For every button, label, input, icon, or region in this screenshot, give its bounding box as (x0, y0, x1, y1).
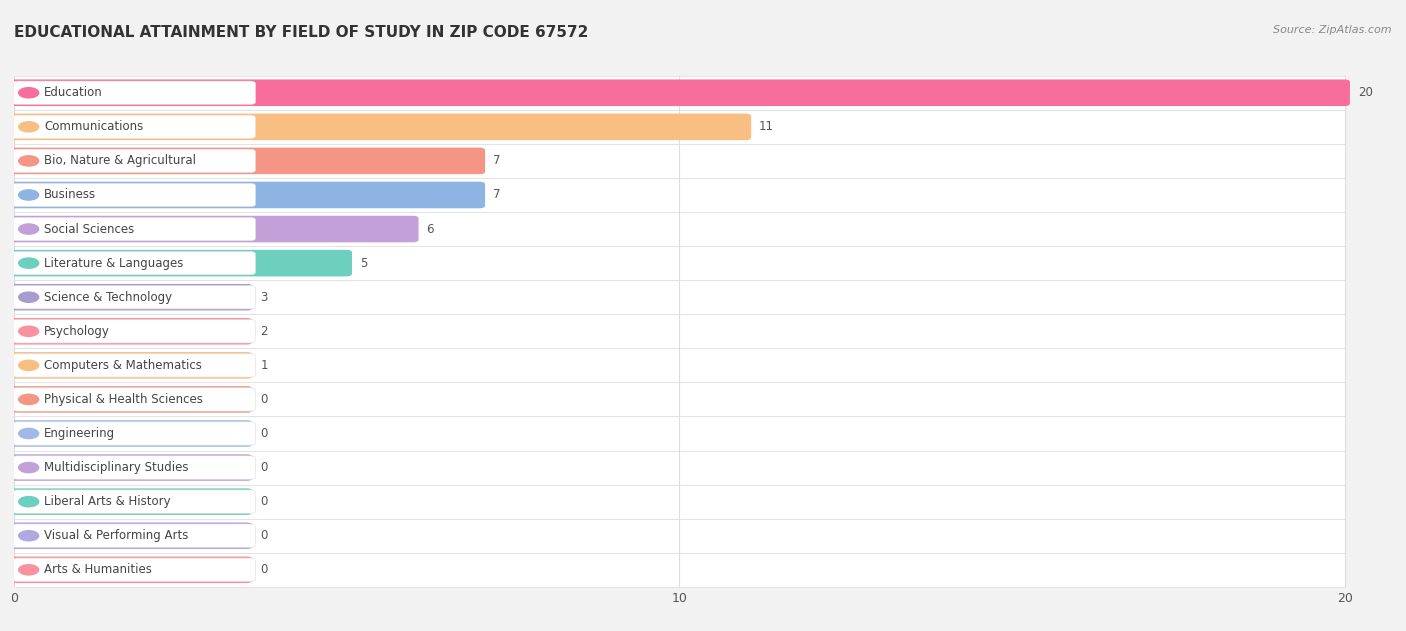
FancyBboxPatch shape (14, 348, 1344, 382)
Text: Multidisciplinary Studies: Multidisciplinary Studies (44, 461, 188, 474)
Text: 7: 7 (494, 155, 501, 167)
FancyBboxPatch shape (8, 454, 252, 481)
FancyBboxPatch shape (13, 115, 256, 139)
FancyBboxPatch shape (14, 280, 1344, 314)
Text: 0: 0 (260, 393, 267, 406)
FancyBboxPatch shape (8, 148, 485, 174)
Text: Education: Education (44, 86, 103, 99)
FancyBboxPatch shape (13, 251, 256, 275)
FancyBboxPatch shape (14, 485, 1344, 519)
Text: 3: 3 (260, 291, 267, 304)
FancyBboxPatch shape (14, 382, 1344, 416)
Text: Visual & Performing Arts: Visual & Performing Arts (44, 529, 188, 542)
Circle shape (18, 360, 39, 370)
Text: 7: 7 (494, 189, 501, 201)
Text: Source: ZipAtlas.com: Source: ZipAtlas.com (1274, 25, 1392, 35)
Circle shape (18, 122, 39, 132)
Text: Literature & Languages: Literature & Languages (44, 257, 183, 269)
Text: Physical & Health Sciences: Physical & Health Sciences (44, 393, 202, 406)
FancyBboxPatch shape (14, 314, 1344, 348)
Text: 0: 0 (260, 495, 267, 508)
FancyBboxPatch shape (13, 490, 256, 514)
Text: 6: 6 (426, 223, 434, 235)
Circle shape (18, 156, 39, 166)
FancyBboxPatch shape (13, 387, 256, 411)
Text: 0: 0 (260, 529, 267, 542)
FancyBboxPatch shape (8, 216, 419, 242)
Text: 5: 5 (360, 257, 367, 269)
FancyBboxPatch shape (8, 182, 485, 208)
FancyBboxPatch shape (8, 420, 252, 447)
Text: Liberal Arts & History: Liberal Arts & History (44, 495, 170, 508)
FancyBboxPatch shape (8, 114, 751, 140)
FancyBboxPatch shape (13, 558, 256, 582)
Circle shape (18, 224, 39, 234)
Text: Arts & Humanities: Arts & Humanities (44, 563, 152, 576)
FancyBboxPatch shape (14, 76, 1344, 110)
FancyBboxPatch shape (13, 217, 256, 241)
FancyBboxPatch shape (13, 81, 256, 105)
Text: Business: Business (44, 189, 96, 201)
Text: Bio, Nature & Agricultural: Bio, Nature & Agricultural (44, 155, 195, 167)
Circle shape (18, 531, 39, 541)
Circle shape (18, 497, 39, 507)
Text: Science & Technology: Science & Technology (44, 291, 172, 304)
FancyBboxPatch shape (14, 110, 1344, 144)
FancyBboxPatch shape (14, 416, 1344, 451)
FancyBboxPatch shape (13, 285, 256, 309)
Circle shape (18, 428, 39, 439)
Text: 0: 0 (260, 461, 267, 474)
FancyBboxPatch shape (13, 422, 256, 445)
Circle shape (18, 463, 39, 473)
Circle shape (18, 394, 39, 404)
FancyBboxPatch shape (13, 319, 256, 343)
Text: 0: 0 (260, 427, 267, 440)
FancyBboxPatch shape (14, 246, 1344, 280)
FancyBboxPatch shape (14, 178, 1344, 212)
FancyBboxPatch shape (14, 451, 1344, 485)
Circle shape (18, 190, 39, 200)
Text: 11: 11 (759, 121, 775, 133)
FancyBboxPatch shape (8, 284, 252, 310)
FancyBboxPatch shape (8, 488, 252, 515)
FancyBboxPatch shape (14, 553, 1344, 587)
Text: Social Sciences: Social Sciences (44, 223, 134, 235)
Circle shape (18, 258, 39, 268)
FancyBboxPatch shape (8, 250, 351, 276)
FancyBboxPatch shape (13, 353, 256, 377)
Circle shape (18, 326, 39, 336)
FancyBboxPatch shape (13, 524, 256, 548)
Text: Psychology: Psychology (44, 325, 110, 338)
Text: 2: 2 (260, 325, 267, 338)
Text: Engineering: Engineering (44, 427, 115, 440)
Text: 0: 0 (260, 563, 267, 576)
FancyBboxPatch shape (14, 212, 1344, 246)
FancyBboxPatch shape (13, 149, 256, 173)
FancyBboxPatch shape (8, 352, 252, 379)
FancyBboxPatch shape (14, 144, 1344, 178)
Text: Communications: Communications (44, 121, 143, 133)
Circle shape (18, 88, 39, 98)
Text: 20: 20 (1358, 86, 1372, 99)
Text: EDUCATIONAL ATTAINMENT BY FIELD OF STUDY IN ZIP CODE 67572: EDUCATIONAL ATTAINMENT BY FIELD OF STUDY… (14, 25, 589, 40)
FancyBboxPatch shape (8, 318, 252, 345)
Circle shape (18, 565, 39, 575)
Circle shape (18, 292, 39, 302)
Text: Computers & Mathematics: Computers & Mathematics (44, 359, 202, 372)
Text: 1: 1 (260, 359, 267, 372)
FancyBboxPatch shape (8, 386, 252, 413)
FancyBboxPatch shape (14, 519, 1344, 553)
FancyBboxPatch shape (8, 80, 1350, 106)
FancyBboxPatch shape (13, 456, 256, 480)
FancyBboxPatch shape (8, 557, 252, 583)
FancyBboxPatch shape (13, 183, 256, 207)
FancyBboxPatch shape (8, 522, 252, 549)
